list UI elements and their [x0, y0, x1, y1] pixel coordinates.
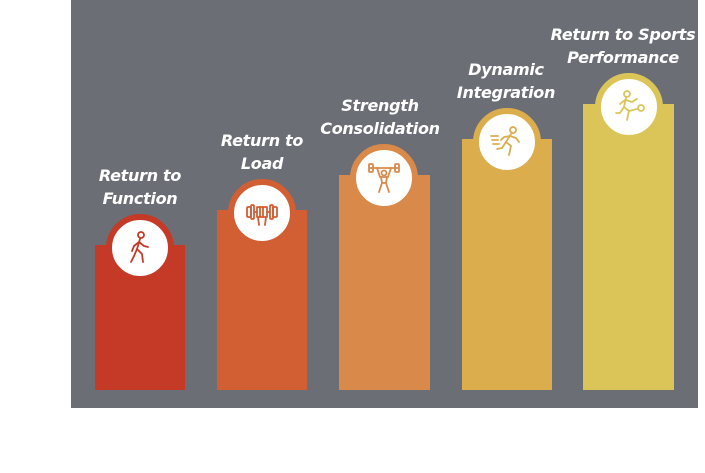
step-label-strength-consolidation: Strength Consolidation [320, 96, 440, 138]
running-person-icon [490, 126, 520, 156]
step-badge-return-to-load [228, 179, 296, 247]
weightlifter-icon [368, 163, 400, 193]
walking-person-icon [130, 231, 149, 263]
step-badge-return-to-sports-performance [595, 73, 663, 141]
soccer-player-icon [615, 90, 645, 121]
step-label-dynamic-integration: Dynamic Integration [456, 60, 556, 102]
step-label-return-to-load: Return to Load [220, 131, 304, 173]
step-bar-dynamic-integration [462, 139, 552, 390]
step-label-return-to-sports-performance: Return to Sports Performance [550, 25, 696, 67]
step-badge-dynamic-integration [473, 108, 541, 176]
step-badge-strength-consolidation [350, 144, 418, 212]
step-label-return-to-function: Return to Function [98, 166, 182, 208]
step-badge-return-to-function [106, 214, 174, 282]
dumbbell-fist-icon [246, 204, 278, 226]
step-bar-return-to-sports-performance [583, 104, 674, 390]
